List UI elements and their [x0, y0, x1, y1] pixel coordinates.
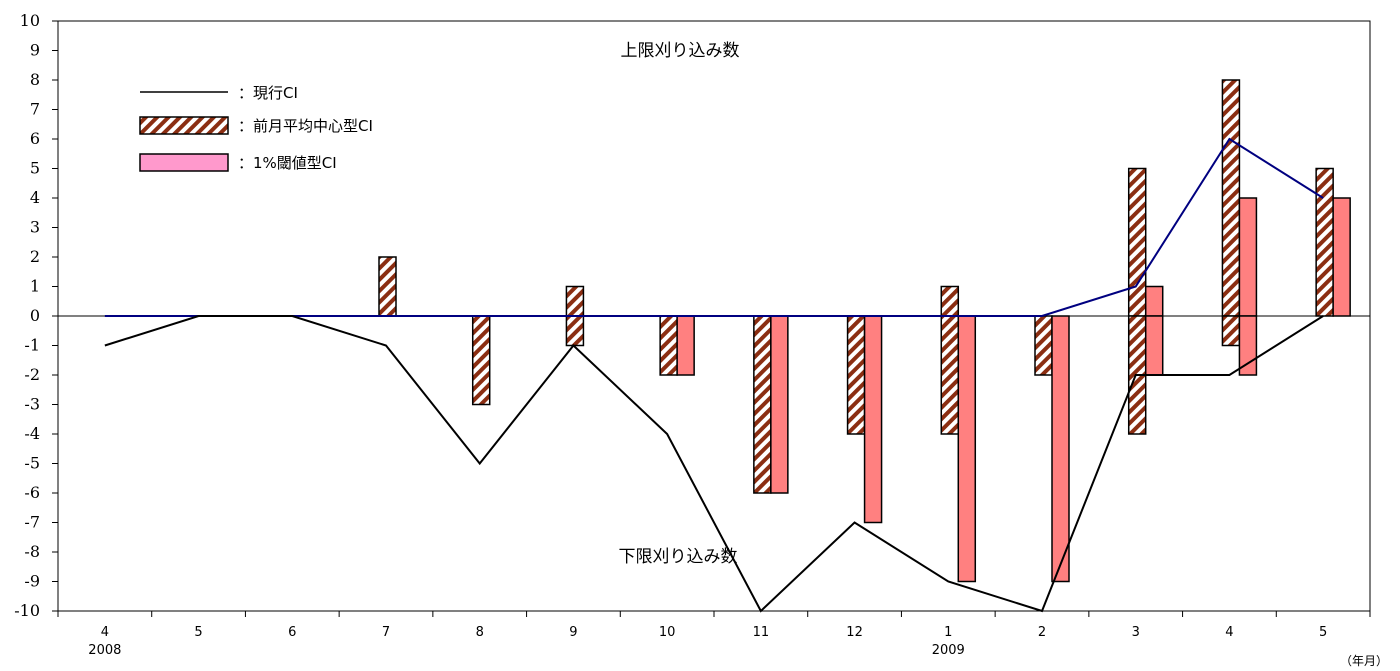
x-tick-label: 10 [659, 625, 676, 640]
x-year-label: 2009 [932, 643, 965, 658]
y-tick-label: -1 [24, 336, 40, 355]
y-tick-label: -2 [24, 365, 40, 384]
y-tick-label: -3 [24, 395, 40, 414]
bar-prev-month-ci [940, 315, 960, 435]
legend-label-threshold: ：1%閾値型CI [238, 154, 337, 172]
bar-prev-month-ci [940, 285, 960, 317]
y-tick-label: 8 [30, 70, 40, 89]
y-tick-label: 1 [30, 277, 40, 296]
bar-threshold-ci [770, 315, 789, 494]
x-tick-label: 9 [569, 625, 577, 640]
x-tick-label: 7 [382, 625, 390, 640]
y-tick-label: -8 [24, 542, 40, 561]
bar-threshold-ci [1332, 197, 1351, 317]
x-tick-label: 8 [476, 625, 484, 640]
x-unit-label: （年月） [1340, 654, 1388, 668]
x-tick-label: 5 [194, 625, 202, 640]
x-tick-label: 1 [944, 625, 952, 640]
y-tick-label: 2 [30, 247, 40, 266]
y-tick-label: -6 [24, 483, 40, 502]
line-series [104, 137, 1324, 613]
bar-threshold-ci [1238, 197, 1258, 317]
bar-threshold-ci [1144, 315, 1164, 376]
legend-label-current: ：現行CI [238, 84, 298, 102]
x-tick-label: 11 [753, 625, 770, 640]
y-tick-label: -4 [24, 424, 40, 443]
bar-prev-month-ci [1221, 79, 1241, 317]
bar-prev-month-ci [378, 256, 397, 317]
y-tick-label: 4 [30, 188, 40, 207]
y-tick-label: 0 [30, 306, 40, 325]
x-tick-label: 6 [288, 625, 296, 640]
legend-hatched-swatch [139, 116, 229, 135]
bar-series [378, 79, 1351, 583]
bar-prev-month-ci [753, 315, 772, 494]
bar-prev-month-ci [1221, 315, 1241, 347]
y-tick-label: -9 [24, 572, 40, 591]
bar-threshold-ci [1144, 285, 1164, 317]
line-current-ci-lower [104, 315, 1324, 613]
x-year-label: 2008 [88, 643, 121, 658]
bar-prev-month-ci [846, 315, 866, 435]
upper-annotation: 上限刈り込み数 [621, 41, 740, 61]
y-tick-label: 7 [30, 100, 40, 119]
x-tick-label: 2 [1038, 625, 1046, 640]
lower-annotation: 下限刈り込み数 [619, 547, 738, 567]
y-tick-label: 9 [30, 41, 40, 60]
bar-threshold-ci [863, 315, 883, 524]
bar-threshold-ci [957, 315, 977, 583]
bar-threshold-ci [676, 315, 695, 376]
bar-prev-month-ci [1034, 315, 1053, 376]
bar-prev-month-ci [659, 315, 678, 376]
bar-prev-month-ci [565, 285, 585, 317]
legend-label-prev-month: ：前月平均中心型CI [238, 117, 373, 135]
bar-prev-month-ci [471, 315, 491, 406]
x-tick-label: 4 [1225, 625, 1233, 640]
x-tick-label: 4 [101, 625, 109, 640]
y-tick-label: -10 [14, 601, 40, 620]
y-tick-label: -5 [24, 454, 40, 473]
x-tick-label: 5 [1319, 625, 1327, 640]
bar-prev-month-ci [1315, 167, 1334, 317]
bar-prev-month-ci [1127, 167, 1147, 317]
legend: ：現行CI ：前月平均中心型CI ：1%閾値型CI [139, 84, 373, 172]
x-tick-label: 3 [1132, 625, 1140, 640]
y-tick-label: 5 [30, 159, 40, 178]
legend-pink-swatch [139, 153, 229, 172]
line-current-ci-upper [104, 137, 1324, 317]
bar-prev-month-ci [565, 315, 585, 347]
y-tick-label: 3 [30, 218, 40, 237]
x-tick-label: 12 [846, 625, 863, 640]
y-tick-label: 10 [20, 11, 40, 30]
bar-threshold-ci [1051, 315, 1070, 583]
y-tick-label: 6 [30, 129, 40, 148]
y-tick-label: -7 [24, 513, 40, 532]
